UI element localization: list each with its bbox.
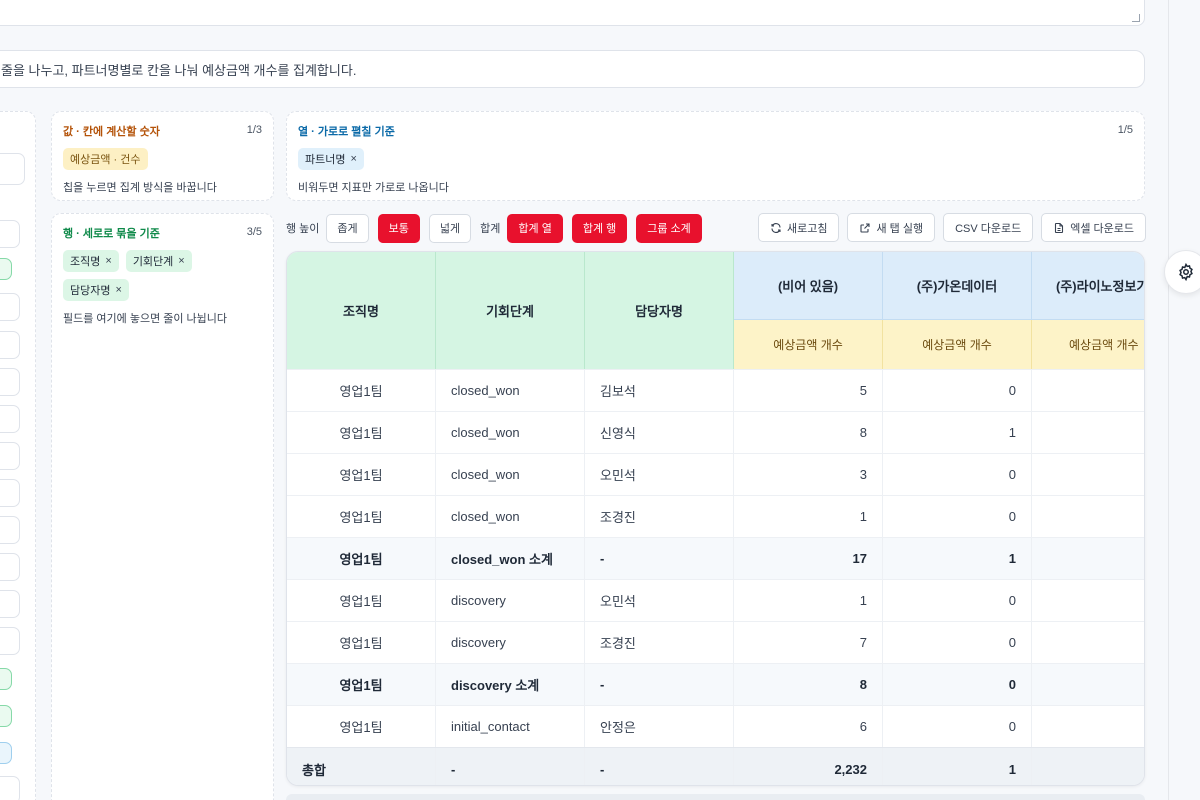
field-search-input[interactable] bbox=[0, 153, 25, 185]
table-row: 영업1팀 closed_won 조경진 1 0 bbox=[287, 495, 1144, 537]
row-chip-stage[interactable]: 기회단계 × bbox=[125, 250, 192, 272]
height-normal-button[interactable]: 보통 bbox=[377, 213, 420, 243]
field-item[interactable] bbox=[0, 776, 20, 800]
field-item[interactable] bbox=[0, 220, 20, 248]
pivot-description-text: 줄을 나누고, 파트너명별로 칸을 나눠 예상금액 개수를 집계합니다. bbox=[1, 62, 357, 78]
field-item[interactable] bbox=[0, 590, 20, 618]
gear-icon bbox=[1179, 263, 1193, 281]
file-icon bbox=[1055, 222, 1064, 233]
values-drop-zone[interactable]: 값 · 칸에 계산할 숫자 1/3 예상금액 · 건수 칩을 누르면 집계 방식… bbox=[51, 111, 274, 201]
row-chip-owner[interactable]: 담당자명 × bbox=[63, 279, 129, 301]
subtotal-row: 영업1팀 discovery 소계 - 8 0 bbox=[287, 663, 1144, 705]
resize-handle-icon[interactable] bbox=[1132, 14, 1140, 22]
value-header: 예상금액 개수 bbox=[883, 320, 1032, 369]
remove-icon[interactable]: × bbox=[350, 153, 357, 165]
table-row: 영업1팀 closed_won 신영식 8 1 bbox=[287, 411, 1144, 453]
excel-download-button[interactable]: 엑셀 다운로드 bbox=[1041, 213, 1146, 242]
table-row: 영업1팀 initial_contact 안정은 6 0 bbox=[287, 705, 1144, 747]
table-row: 영업1팀 closed_won 오민석 3 0 bbox=[287, 453, 1144, 495]
grand-total-row: 총합 - - 2,232 1 bbox=[287, 747, 1144, 785]
value-header: 예상금액 개수 bbox=[1032, 320, 1144, 369]
field-item[interactable] bbox=[0, 479, 20, 507]
values-zone-count: 1/3 bbox=[246, 124, 262, 136]
column-header-gaon[interactable]: (주)가온데이터 bbox=[883, 252, 1032, 320]
field-item[interactable] bbox=[0, 742, 12, 764]
pivot-toolbar: 행 높이 좁게 보통 넓게 합계 합계 열 합계 행 그룹 소계 새로고침 새 … bbox=[286, 213, 1146, 243]
values-zone-hint: 칩을 누르면 집계 방식을 바꿉니다 bbox=[63, 182, 217, 194]
columns-zone-hint: 비워두면 지표만 가로로 나옵니다 bbox=[298, 182, 449, 194]
column-header-rhino[interactable]: (주)라이노정보기 bbox=[1032, 252, 1144, 320]
rows-drop-zone[interactable]: 행 · 세로로 묶을 기준 3/5 조직명 × 기회단계 × 담당자명 × 필드를 여… bbox=[51, 213, 274, 800]
table-row: 영업1팀 discovery 조경진 7 0 bbox=[287, 621, 1144, 663]
table-row: 영업1팀 closed_won 김보석 5 0 bbox=[287, 369, 1144, 411]
field-item[interactable] bbox=[0, 442, 20, 470]
values-zone-title: 값 · 칸에 계산할 숫자 bbox=[63, 126, 160, 138]
horizontal-scrollbar[interactable] bbox=[286, 794, 1145, 800]
field-item[interactable] bbox=[0, 258, 12, 280]
row-chip-org[interactable]: 조직명 × bbox=[63, 250, 119, 272]
table-row: 영업1팀 discovery 오민석 1 0 bbox=[287, 579, 1144, 621]
row-header-stage[interactable]: 기회단계 bbox=[436, 252, 585, 369]
remove-icon[interactable]: × bbox=[115, 284, 122, 296]
csv-download-button[interactable]: CSV 다운로드 bbox=[943, 213, 1034, 242]
rows-zone-count: 3/5 bbox=[246, 226, 262, 238]
row-height-label: 행 높이 bbox=[286, 223, 320, 235]
field-item[interactable] bbox=[0, 668, 12, 690]
column-header-empty[interactable]: (비어 있음) bbox=[734, 252, 883, 320]
row-header-owner[interactable]: 담당자명 bbox=[585, 252, 734, 369]
external-link-icon bbox=[860, 222, 871, 233]
refresh-button[interactable]: 새로고침 bbox=[757, 213, 840, 242]
total-column-toggle[interactable]: 합계 열 bbox=[507, 213, 563, 243]
totals-label: 합계 bbox=[480, 223, 501, 235]
field-item[interactable] bbox=[0, 293, 20, 321]
refresh-icon bbox=[771, 222, 781, 233]
remove-icon[interactable]: × bbox=[105, 255, 112, 267]
total-row-toggle[interactable]: 합계 행 bbox=[571, 213, 628, 243]
field-item[interactable] bbox=[0, 705, 12, 727]
pivot-table: 조직명 기회단계 담당자명 (비어 있음) (주)가온데이터 (주)라이노정보기… bbox=[286, 251, 1145, 786]
pivot-description: 줄을 나누고, 파트너명별로 칸을 나눠 예상금액 개수를 집계합니다. bbox=[0, 50, 1145, 88]
settings-button[interactable] bbox=[1164, 250, 1200, 294]
group-subtotal-toggle[interactable]: 그룹 소계 bbox=[636, 213, 702, 243]
field-item[interactable] bbox=[0, 405, 20, 433]
field-item[interactable] bbox=[0, 368, 20, 396]
subtotal-row: 영업1팀 closed_won 소계 - 17 1 bbox=[287, 537, 1144, 579]
height-compact-button[interactable]: 좁게 bbox=[326, 213, 369, 243]
field-item[interactable] bbox=[0, 331, 20, 359]
remove-icon[interactable]: × bbox=[178, 255, 185, 267]
field-item[interactable] bbox=[0, 553, 20, 581]
rows-zone-hint: 필드를 여기에 놓으면 줄이 나뉩니다 bbox=[63, 313, 228, 325]
column-chip-partner[interactable]: 파트너명 × bbox=[298, 148, 364, 170]
value-chip[interactable]: 예상금액 · 건수 bbox=[63, 148, 148, 170]
columns-zone-title: 열 · 가로로 펼칠 기준 bbox=[298, 126, 395, 138]
right-divider bbox=[1168, 0, 1169, 800]
value-header: 예상금액 개수 bbox=[734, 320, 883, 369]
new-tab-button[interactable]: 새 탭 실행 bbox=[847, 213, 936, 242]
columns-drop-zone[interactable]: 열 · 가로로 펼칠 기준 1/5 파트너명 × 비워두면 지표만 가로로 나옵니… bbox=[286, 111, 1145, 201]
field-item[interactable] bbox=[0, 627, 20, 655]
columns-zone-count: 1/5 bbox=[1117, 124, 1133, 136]
row-header-org[interactable]: 조직명 bbox=[287, 252, 436, 369]
height-wide-button[interactable]: 넓게 bbox=[428, 213, 472, 243]
rows-zone-title: 행 · 세로로 묶을 기준 bbox=[63, 228, 160, 240]
query-textarea[interactable] bbox=[0, 0, 1145, 26]
field-item[interactable] bbox=[0, 516, 20, 544]
